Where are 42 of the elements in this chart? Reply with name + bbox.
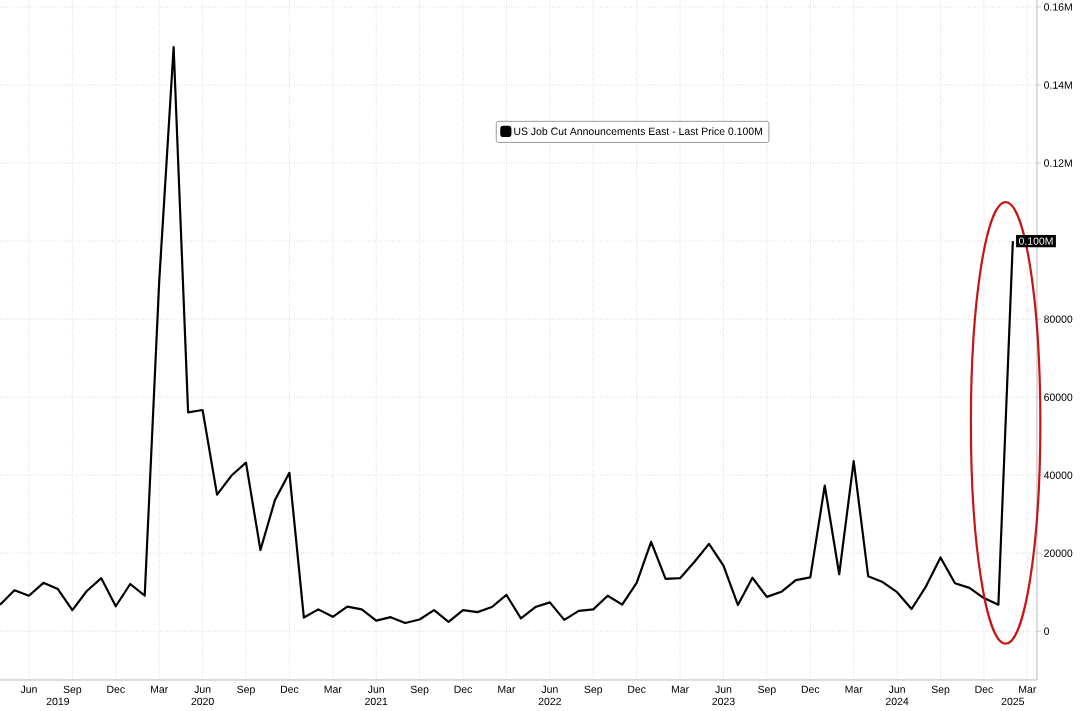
y-tick-label: 60000 — [1044, 393, 1073, 401]
y-tick-label: 0 — [1044, 627, 1050, 635]
x-tick-label: Mar — [1019, 685, 1037, 693]
x2-tick-label: 2022 — [538, 697, 561, 706]
x-tick-label: Dec — [975, 685, 993, 693]
x-tick-label: Dec — [628, 685, 646, 693]
x-tick-label: Dec — [454, 685, 473, 693]
y-tick-label: 0.14M — [1044, 81, 1072, 89]
y-tick-label: 20000 — [1044, 549, 1073, 557]
line-series — [0, 46, 1014, 625]
x2-tick-label: 2025 — [1001, 697, 1025, 706]
x2-tick-label: 2020 — [191, 697, 214, 706]
y-tick-label: 40000 — [1043, 471, 1073, 479]
x2-tick-label: 2019 — [46, 697, 70, 706]
x-tick-label: Jun — [367, 685, 384, 693]
x-tick-label: Jun — [888, 685, 905, 693]
x-tick-label: Dec — [107, 685, 125, 693]
x-tick-label: Sep — [237, 685, 255, 696]
y-tick-label: 0.16M — [1044, 3, 1072, 11]
x-tick-label: Mar — [845, 685, 863, 693]
x-tick-label: Sep — [931, 685, 950, 696]
y-tick-label: 0.12M — [1044, 159, 1072, 167]
x-tick-label: Mar — [671, 685, 689, 693]
data-label: 0.100M — [1018, 237, 1053, 245]
x-tick-label: Sep — [758, 685, 776, 696]
x-tick-label: Sep — [410, 685, 429, 696]
x-tick-label: Jun — [715, 685, 732, 693]
legend-label: US Job Cut Announcements East - Last Price 0.100M — [514, 127, 762, 136]
x-tick-label: Jun — [194, 685, 211, 693]
x-tick-label: Jun — [541, 685, 558, 693]
y-tick-label: 80000 — [1044, 315, 1073, 323]
x-tick-label: Dec — [280, 685, 299, 693]
x-tick-label: Sep — [584, 685, 603, 696]
x-tick-label: Sep — [63, 685, 82, 696]
x2-tick-label: 2024 — [885, 697, 909, 706]
x-tick-label: Jun — [20, 685, 37, 693]
x2-tick-label: 2021 — [365, 697, 388, 706]
x-tick-label: Mar — [324, 685, 342, 693]
x2-tick-label: 2023 — [712, 697, 735, 706]
x-tick-label: Dec — [801, 685, 820, 693]
x-tick-label: Mar — [498, 685, 516, 693]
x-tick-label: Mar — [151, 685, 168, 693]
